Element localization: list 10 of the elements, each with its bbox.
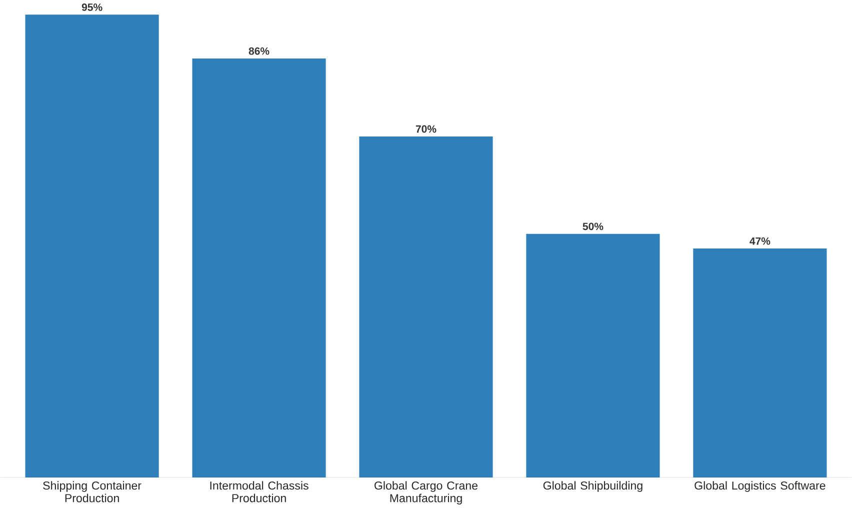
data-label: 47% xyxy=(750,237,770,245)
x-tick-label: Global Shipbuilding xyxy=(543,481,642,492)
data-label: 70% xyxy=(416,125,436,133)
x-tick-label: Global Cargo Crane Manufacturing xyxy=(374,481,478,505)
x-tick-label: Shipping Container Production xyxy=(43,481,142,502)
data-label: 95% xyxy=(82,3,102,11)
x-tick-label: Global Logistics Software xyxy=(694,481,826,492)
data-label: 86% xyxy=(248,47,270,55)
data-label: 50% xyxy=(582,222,604,230)
x-tick-label: Intermodal Chassis Production xyxy=(210,481,308,502)
